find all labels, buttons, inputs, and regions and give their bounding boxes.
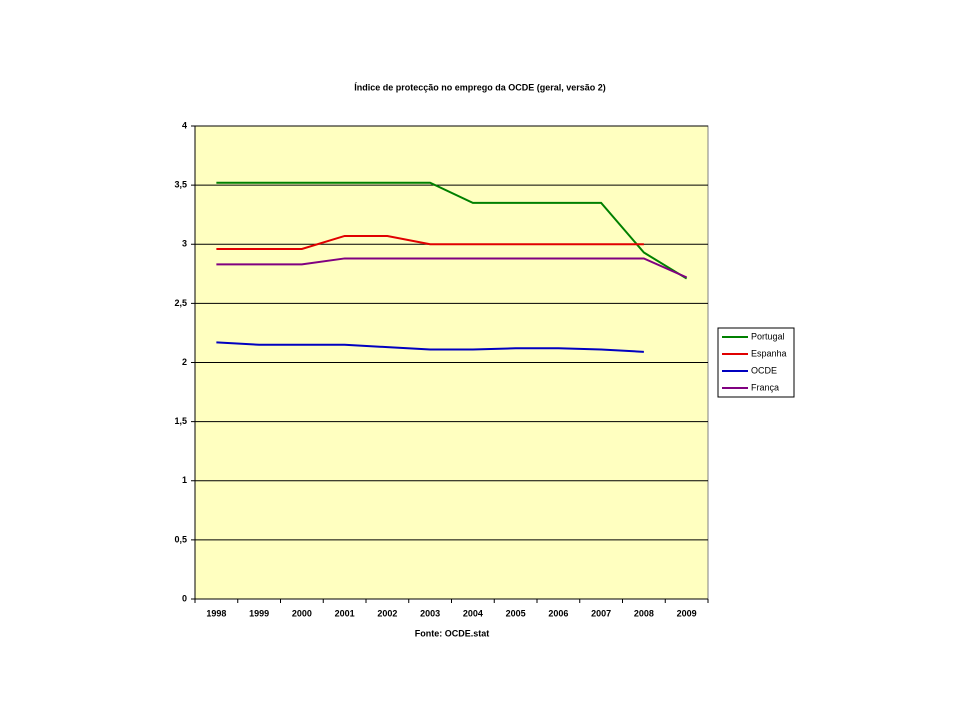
y-tick-label: 4 [182, 120, 187, 130]
y-tick-label: 3,5 [174, 180, 187, 190]
line [216, 341, 644, 353]
x-axis-label: Fonte: OCDE.stat [415, 628, 490, 638]
x-tick-label: 2002 [377, 608, 397, 618]
line [216, 181, 688, 280]
legend-label: França [751, 382, 779, 392]
y-tick-label: 0,5 [174, 534, 187, 544]
y-tick-label: 2,5 [174, 298, 187, 308]
y-tick-label: 3 [182, 239, 187, 249]
legend-label: Espanha [751, 348, 787, 358]
x-tick-label: 2000 [292, 608, 312, 618]
x-tick-label: 2009 [677, 608, 697, 618]
legend-box [717, 327, 795, 398]
chart-title: Índice de protecção no emprego da OCDE (… [354, 82, 606, 92]
x-tick-label: 2007 [591, 608, 611, 618]
x-tick-label: 2008 [634, 608, 654, 618]
x-tick-label: 2001 [335, 608, 355, 618]
x-tick-label: 2006 [548, 608, 568, 618]
y-tick-label: 0 [182, 593, 187, 603]
y-tick-label: 2 [182, 357, 187, 367]
line [216, 234, 644, 250]
legend-label: OCDE [751, 365, 777, 375]
x-tick-label: 2003 [420, 608, 440, 618]
y-tick-label: 1 [182, 475, 187, 485]
x-tick-label: 2004 [463, 608, 483, 618]
line [216, 257, 688, 279]
x-tick-label: 1998 [206, 608, 226, 618]
y-tick-label: 1,5 [174, 416, 187, 426]
x-tick-label: 2005 [506, 608, 526, 618]
x-tick-label: 1999 [249, 608, 269, 618]
legend-label: Portugal [751, 331, 785, 341]
